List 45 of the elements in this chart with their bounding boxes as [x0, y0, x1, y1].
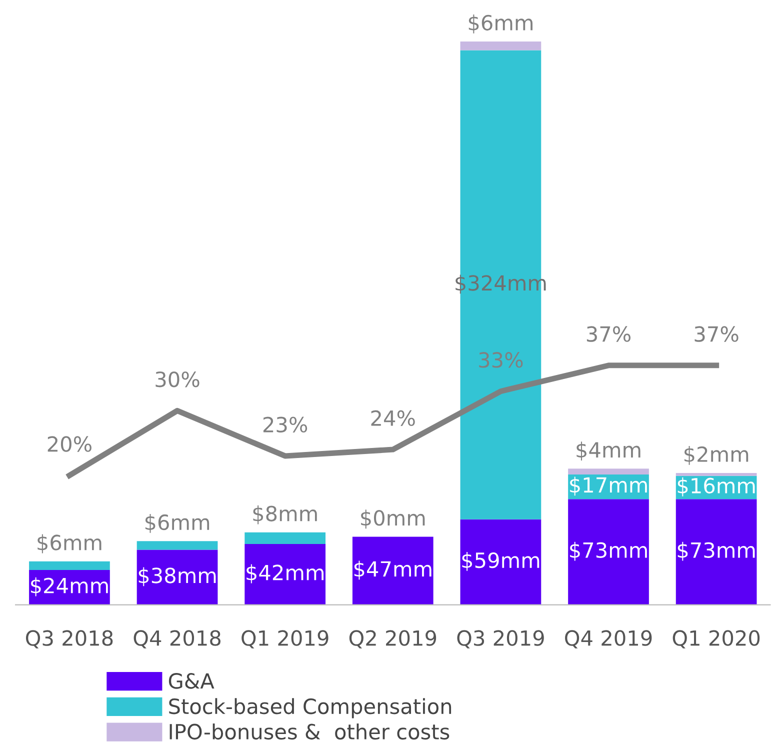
- bar: [29, 561, 110, 570]
- bar: [136, 541, 218, 550]
- data-label: 30%: [156, 371, 200, 388]
- data-label: 37%: [694, 326, 738, 342]
- bar: [244, 532, 326, 544]
- data-label: $38mm: [138, 567, 216, 586]
- data-label: $24mm: [31, 577, 108, 596]
- data-label: $47mm: [354, 560, 432, 580]
- data-label: $6mm: [468, 14, 532, 34]
- data-label: $4mm: [576, 442, 640, 461]
- x-tick-label: Q4 2019: [565, 630, 652, 648]
- x-tick-label: Q3 2018: [26, 630, 113, 648]
- data-label: $6mm: [145, 514, 210, 533]
- legend-label: G&A: [168, 673, 214, 689]
- data-label: $42mm: [246, 564, 324, 584]
- bar: [568, 499, 649, 605]
- x-tick-label: Q2 2019: [349, 630, 436, 648]
- data-label: $16mm: [678, 477, 755, 496]
- data-label: 20%: [48, 436, 92, 452]
- legend-label: Stock-based Compensation: [169, 698, 452, 718]
- bar: [352, 536, 434, 605]
- bar: [460, 42, 542, 50]
- data-label: 37%: [586, 326, 631, 342]
- bar: [676, 499, 757, 605]
- data-label: 33%: [479, 352, 523, 368]
- bar: [568, 468, 649, 474]
- x-tick-label: Q4 2018: [134, 630, 220, 648]
- x-tick-label: Q1 2019: [242, 630, 328, 648]
- data-label: $17mm: [570, 476, 647, 496]
- x-tick-label: Q1 2020: [672, 630, 760, 648]
- data-label: $73mm: [678, 542, 755, 561]
- x-tick-label: Q3 2019: [457, 630, 544, 648]
- bar: [244, 544, 326, 605]
- data-label: $59mm: [462, 552, 540, 571]
- data-label: 23%: [263, 416, 308, 433]
- data-label: $8mm: [253, 505, 317, 524]
- legend-label: IPO-bonuses & other costs: [170, 723, 450, 740]
- data-label: $6mm: [38, 534, 102, 554]
- data-label: $73mm: [570, 542, 647, 561]
- data-label: $2mm: [684, 446, 748, 465]
- data-label: 24%: [371, 410, 415, 426]
- bar: [460, 519, 542, 605]
- data-label: $0mm: [361, 510, 425, 529]
- bar: [136, 550, 218, 605]
- bar: [676, 473, 757, 476]
